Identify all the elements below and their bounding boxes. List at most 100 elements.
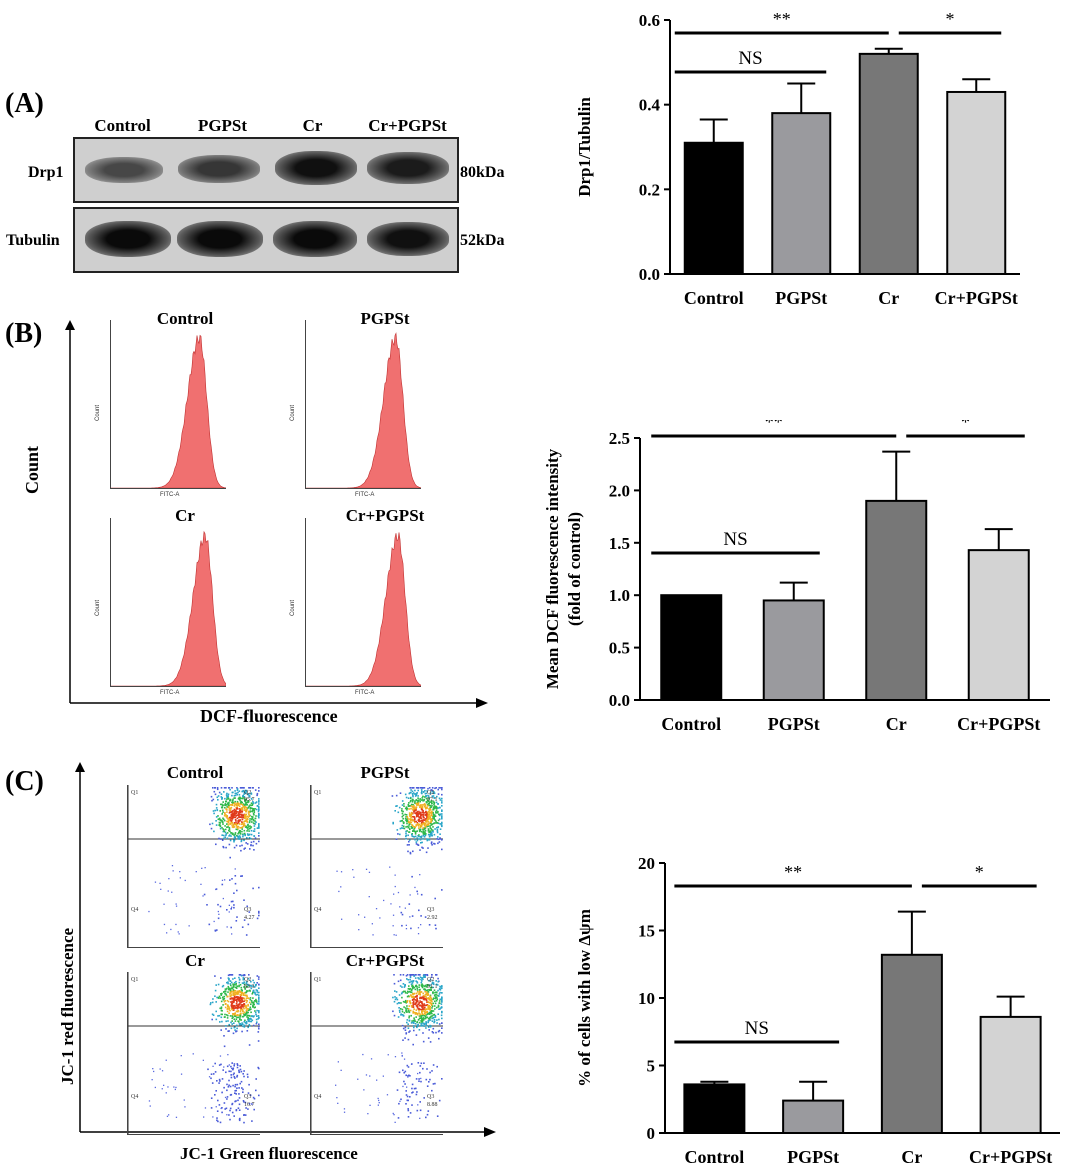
dotplot-point: [242, 978, 245, 981]
dotplot-point: [252, 1005, 254, 1007]
dotplot-point: [423, 1097, 425, 1099]
dotplot-point: [441, 800, 443, 802]
dotplot-point: [420, 822, 423, 825]
dotplot-point: [250, 826, 253, 828]
dotplot-point: [409, 1030, 411, 1032]
dotplot-point: [229, 995, 231, 997]
dotplot-point: [250, 1020, 253, 1023]
dotplot-point: [414, 789, 416, 792]
dotplot-point: [246, 905, 248, 908]
dotplot-point: [423, 974, 426, 977]
dotplot-point: [236, 1006, 238, 1008]
dotplot-point: [236, 793, 238, 796]
dotplot-point: [404, 793, 407, 796]
dotplot-point: [428, 1081, 430, 1083]
dotplot-point: [434, 807, 436, 810]
dotplot-point: [202, 1059, 204, 1061]
dotplot-point: [226, 1010, 229, 1013]
dotplot-point: [225, 787, 227, 789]
dotplot-point: [396, 998, 399, 1001]
dotplot-point: [250, 987, 253, 990]
dotplot-point: [421, 808, 423, 810]
dotplot-point: [245, 813, 247, 816]
dotplot-point: [235, 1030, 237, 1033]
dotplot-point: [254, 837, 257, 839]
dotplot-point: [422, 998, 425, 1001]
dotplot-point: [238, 999, 240, 1001]
dotplot-point: [257, 805, 260, 808]
dotplot-point: [421, 1024, 424, 1027]
dotplot-point: [415, 1093, 418, 1096]
dotplot-point: [418, 799, 420, 801]
dotplot-point: [234, 1077, 236, 1079]
dotplot-point: [221, 819, 223, 822]
dotplot-point: [437, 1030, 440, 1033]
dotplot-point: [237, 812, 240, 815]
dotplot-point: [429, 835, 431, 838]
dotplot-point: [425, 812, 428, 814]
dotplot-point: [249, 1094, 252, 1096]
dotplot-point: [258, 798, 260, 800]
dotplot-point: [233, 797, 235, 799]
dotplot-point: [226, 1089, 228, 1092]
dotplot-point: [230, 835, 232, 837]
dotplot-point: [248, 911, 251, 913]
dotplot-point: [240, 988, 243, 991]
dotplot-point: [224, 812, 226, 814]
dotplot-point: [220, 1006, 223, 1008]
dotplot-point: [430, 801, 432, 803]
dotplot-point: [421, 983, 423, 985]
dotplot-point: [232, 900, 234, 903]
dotplot-point: [425, 1022, 427, 1025]
dotplot-point: [238, 1097, 241, 1099]
dotplot-point: [410, 995, 412, 997]
dotplot-point: [411, 825, 414, 827]
dotplot-point: [232, 824, 235, 827]
dotplot-point: [434, 1015, 437, 1017]
dotplot-point: [230, 1093, 233, 1096]
dotplot-point: [179, 871, 181, 873]
dotplot-point: [424, 829, 427, 832]
dotplot-point: [429, 831, 431, 833]
dotplot-point: [431, 789, 433, 792]
dotplot-point: [253, 849, 255, 851]
dotplot-point: [415, 802, 418, 805]
dotplot-point: [337, 1061, 339, 1063]
dotplot-point: [224, 828, 227, 831]
dotplot-point: [177, 931, 179, 933]
dotplot-point: [431, 844, 433, 846]
dotplot-point: [409, 1075, 411, 1077]
dotplot-point: [435, 974, 437, 976]
dotplot-point: [419, 806, 421, 809]
dcf-histogram-cr: [110, 518, 227, 687]
dotplot-point: [415, 992, 418, 995]
dotplot-point: [236, 807, 238, 810]
dotplot-point: [396, 1089, 399, 1091]
dotplot-point: [433, 1005, 436, 1007]
dotplot-point: [234, 993, 237, 996]
dotplot-point: [237, 1010, 239, 1012]
dotplot-point: [223, 995, 226, 998]
dotplot-point: [431, 818, 433, 820]
dotplot-point: [234, 875, 237, 877]
dotplot-point: [440, 824, 443, 826]
dotplot-point: [431, 1015, 433, 1017]
quadrant-value-q2: 91.1: [427, 984, 438, 990]
dotplot-point: [223, 1066, 225, 1068]
dotplot-point: [378, 1102, 380, 1104]
dotplot-point: [415, 815, 418, 818]
dotplot-point: [238, 797, 240, 799]
dotplot-point: [241, 982, 244, 984]
dotplot-point: [408, 1016, 410, 1019]
dotplot-point: [420, 997, 422, 999]
dotplot-point: [414, 835, 417, 838]
dotplot-point: [239, 978, 241, 981]
dotplot-point: [433, 822, 435, 825]
y-tick-label: 0.0: [639, 265, 660, 284]
dotplot-point: [237, 990, 240, 993]
dotplot-point: [439, 989, 442, 991]
dotplot-point: [228, 1012, 230, 1014]
dotplot-point: [242, 1100, 245, 1102]
dotplot-point: [416, 995, 418, 997]
dotplot-point: [423, 1008, 425, 1010]
